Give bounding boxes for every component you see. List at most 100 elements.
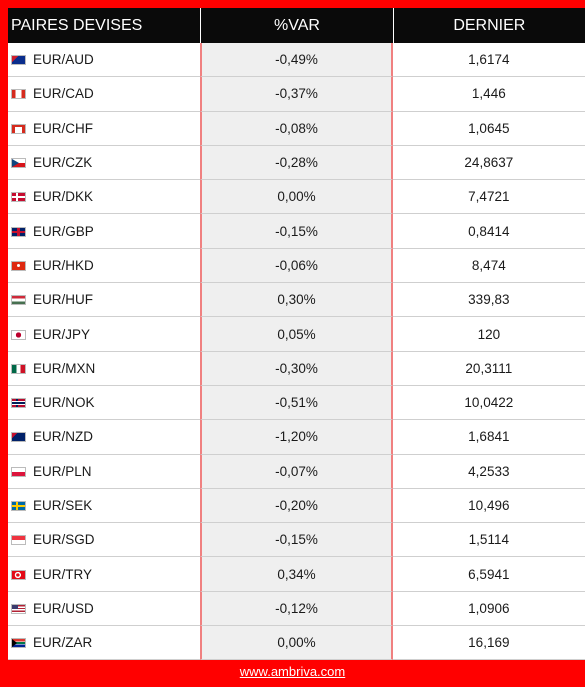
var-cell: -0,30% — [200, 351, 393, 386]
last-cell: 1,0906 — [392, 591, 585, 627]
var-cell: -0,20% — [200, 488, 393, 524]
var-cell: -0,37% — [200, 77, 393, 112]
pair-label: EUR/USD — [33, 600, 94, 616]
column-header-pair: PAIRES DEVISES — [8, 8, 201, 43]
var-cell: 0,30% — [200, 283, 393, 318]
pair-cell: EUR/SGD — [8, 523, 201, 558]
last-cell: 10,496 — [392, 488, 585, 524]
pair-label: EUR/JPY — [33, 326, 91, 342]
website-link[interactable]: www.ambriva.com — [239, 664, 346, 679]
table-row: EUR/DKK 0,00% 7,4721 — [8, 180, 585, 215]
switzerland-flag-icon — [11, 123, 26, 134]
pair-label: EUR/PLN — [33, 463, 92, 479]
pair-label: EUR/AUD — [33, 52, 94, 68]
pair-label: EUR/SGD — [33, 532, 95, 548]
pair-label: EUR/HUF — [33, 292, 93, 308]
pair-label: EUR/NZD — [33, 429, 93, 445]
table-row: EUR/SGD -0,15% 1,5114 — [8, 523, 585, 558]
var-cell: -0,12% — [200, 591, 393, 627]
last-cell: 0,8414 — [392, 214, 585, 249]
pair-cell: EUR/CAD — [8, 77, 201, 112]
var-cell: -0,15% — [200, 523, 393, 558]
var-cell: -0,06% — [200, 248, 393, 284]
pair-cell: EUR/ZAR — [8, 626, 201, 661]
pair-label: EUR/SEK — [33, 498, 93, 513]
last-cell: 339,83 — [392, 283, 585, 318]
last-cell: 120 — [392, 317, 585, 352]
pair-cell: EUR/AUD — [8, 43, 201, 78]
pair-label: EUR/CZK — [33, 155, 93, 171]
new-zealand-flag-icon — [11, 432, 26, 443]
table-row: EUR/CZK -0,28% 24,8637 — [8, 145, 585, 181]
mexico-flag-icon — [11, 363, 26, 374]
var-cell: -0,07% — [200, 454, 393, 489]
table-row: EUR/SEK -0,20% 10,496 — [8, 488, 585, 524]
last-cell: 16,169 — [392, 626, 585, 661]
pair-cell: EUR/GBP — [8, 214, 201, 249]
pair-label: EUR/MXN — [33, 360, 96, 376]
canada-flag-icon — [11, 89, 26, 100]
pair-cell: EUR/HUF — [8, 283, 201, 318]
last-cell: 1,0645 — [392, 111, 585, 146]
uk-flag-icon — [11, 226, 26, 237]
sweden-flag-icon — [11, 501, 26, 511]
australia-flag-icon — [11, 55, 26, 66]
last-cell: 1,6841 — [392, 420, 585, 455]
czech-flag-icon — [11, 158, 26, 169]
denmark-flag-icon — [11, 192, 26, 203]
pair-cell: EUR/CHF — [8, 112, 201, 146]
pair-cell: EUR/USD — [8, 592, 201, 627]
pair-cell: EUR/CZK — [8, 146, 201, 181]
table-row: EUR/GBP -0,15% 0,8414 — [8, 214, 585, 249]
var-cell: -0,51% — [200, 385, 393, 421]
turkey-flag-icon — [11, 569, 26, 580]
pair-label: EUR/GBP — [33, 223, 94, 239]
pair-cell: EUR/SEK — [8, 489, 201, 524]
hungary-flag-icon — [11, 295, 26, 306]
last-cell: 7,4721 — [392, 180, 585, 215]
poland-flag-icon — [11, 466, 26, 477]
japan-flag-icon — [11, 329, 26, 340]
var-cell: -0,15% — [200, 214, 393, 249]
last-cell: 1,446 — [392, 77, 585, 112]
table-row: EUR/NOK -0,51% 10,0422 — [8, 385, 585, 421]
pair-label: EUR/DKK — [33, 189, 94, 205]
pair-label: EUR/CHF — [33, 120, 93, 136]
table-row: EUR/HKD -0,06% 8,474 — [8, 248, 585, 284]
var-cell: 0,34% — [200, 557, 393, 592]
last-cell: 1,6174 — [392, 43, 585, 78]
pair-label: EUR/CAD — [33, 86, 94, 102]
var-cell: -0,28% — [200, 145, 393, 181]
south-africa-flag-icon — [11, 638, 26, 649]
hong-kong-flag-icon — [11, 260, 26, 271]
pair-cell: EUR/DKK — [8, 180, 201, 215]
table-row: EUR/AUD -0,49% 1,6174 — [8, 43, 585, 78]
table-row: EUR/ZAR 0,00% 16,169 — [8, 626, 585, 661]
var-cell: -0,08% — [200, 111, 393, 146]
last-cell: 8,474 — [392, 248, 585, 284]
singapore-flag-icon — [11, 535, 26, 546]
last-cell: 10,0422 — [392, 385, 585, 421]
last-cell: 20,3111 — [392, 351, 585, 386]
last-cell: 6,5941 — [392, 557, 585, 592]
usa-flag-icon — [11, 603, 26, 614]
pair-cell: EUR/PLN — [8, 455, 201, 489]
pair-label: EUR/HKD — [33, 257, 94, 273]
var-cell: -0,49% — [200, 43, 393, 78]
currency-table: PAIRES DEVISES %VAR DERNIER EUR/AUD -0,49… — [8, 8, 585, 661]
pair-label: EUR/NOK — [33, 395, 95, 411]
pair-cell: EUR/NOK — [8, 386, 201, 421]
pair-cell: EUR/NZD — [8, 420, 201, 455]
table-row: EUR/HUF 0,30% 339,83 — [8, 283, 585, 318]
pair-label: EUR/ZAR — [33, 635, 93, 651]
pair-cell: EUR/HKD — [8, 249, 201, 284]
var-cell: -1,20% — [200, 420, 393, 455]
table-header-row: PAIRES DEVISES %VAR DERNIER — [8, 8, 585, 43]
last-cell: 4,2533 — [392, 454, 585, 489]
table-row: EUR/TRY 0,34% 6,5941 — [8, 557, 585, 592]
last-cell: 24,8637 — [392, 145, 585, 181]
table-row: EUR/CHF -0,08% 1,0645 — [8, 111, 585, 146]
pair-cell: EUR/MXN — [8, 352, 201, 386]
table-row: EUR/CAD -0,37% 1,446 — [8, 77, 585, 112]
